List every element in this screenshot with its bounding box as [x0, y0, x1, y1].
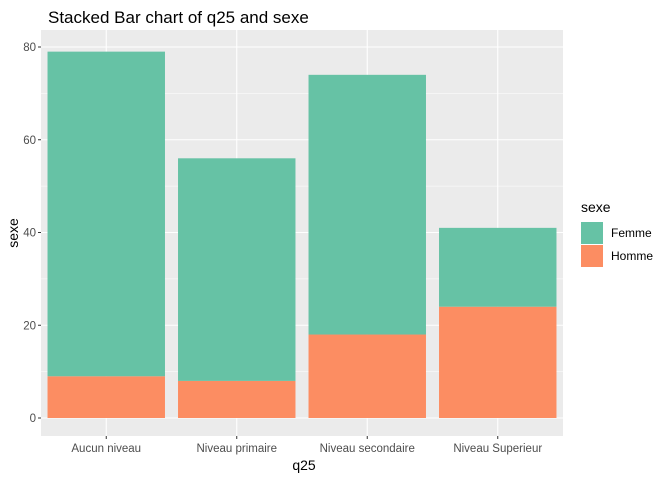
- bar-femme: [178, 158, 296, 381]
- bar-homme: [308, 334, 426, 418]
- x-axis-title: q25: [292, 457, 316, 473]
- bar-femme: [308, 74, 426, 335]
- y-axis: 0 20 40 60 80: [23, 42, 41, 425]
- y-tick-label: 40: [23, 228, 36, 240]
- legend-label-femme: Femme: [611, 226, 652, 240]
- y-tick-label: 0: [30, 413, 36, 425]
- legend: sexe Femme Homme: [581, 199, 653, 267]
- y-tick-label: 20: [23, 320, 36, 332]
- bars: [47, 51, 557, 418]
- bar-homme: [178, 380, 296, 418]
- x-tick-label: Niveau Superieur: [453, 443, 542, 455]
- y-tick-label: 60: [23, 135, 36, 147]
- legend-key-femme: [581, 222, 603, 244]
- bar-homme: [439, 306, 557, 418]
- x-tick-label: Aucun niveau: [71, 443, 141, 455]
- x-tick-label: Niveau primaire: [196, 443, 277, 455]
- bar-femme: [47, 51, 165, 377]
- y-axis-title: sexe: [5, 218, 21, 248]
- y-tick-label: 80: [23, 42, 36, 54]
- legend-key-homme: [581, 245, 603, 267]
- bar-femme: [439, 227, 557, 307]
- legend-label-homme: Homme: [611, 249, 653, 263]
- x-axis: Aucun niveau Niveau primaire Niveau second…: [71, 436, 542, 455]
- bar-homme: [47, 376, 165, 418]
- x-tick-label: Niveau secondaire: [320, 443, 415, 455]
- chart-title: Stacked Bar chart of q25 and sexe: [48, 8, 309, 27]
- legend-title: sexe: [581, 199, 611, 215]
